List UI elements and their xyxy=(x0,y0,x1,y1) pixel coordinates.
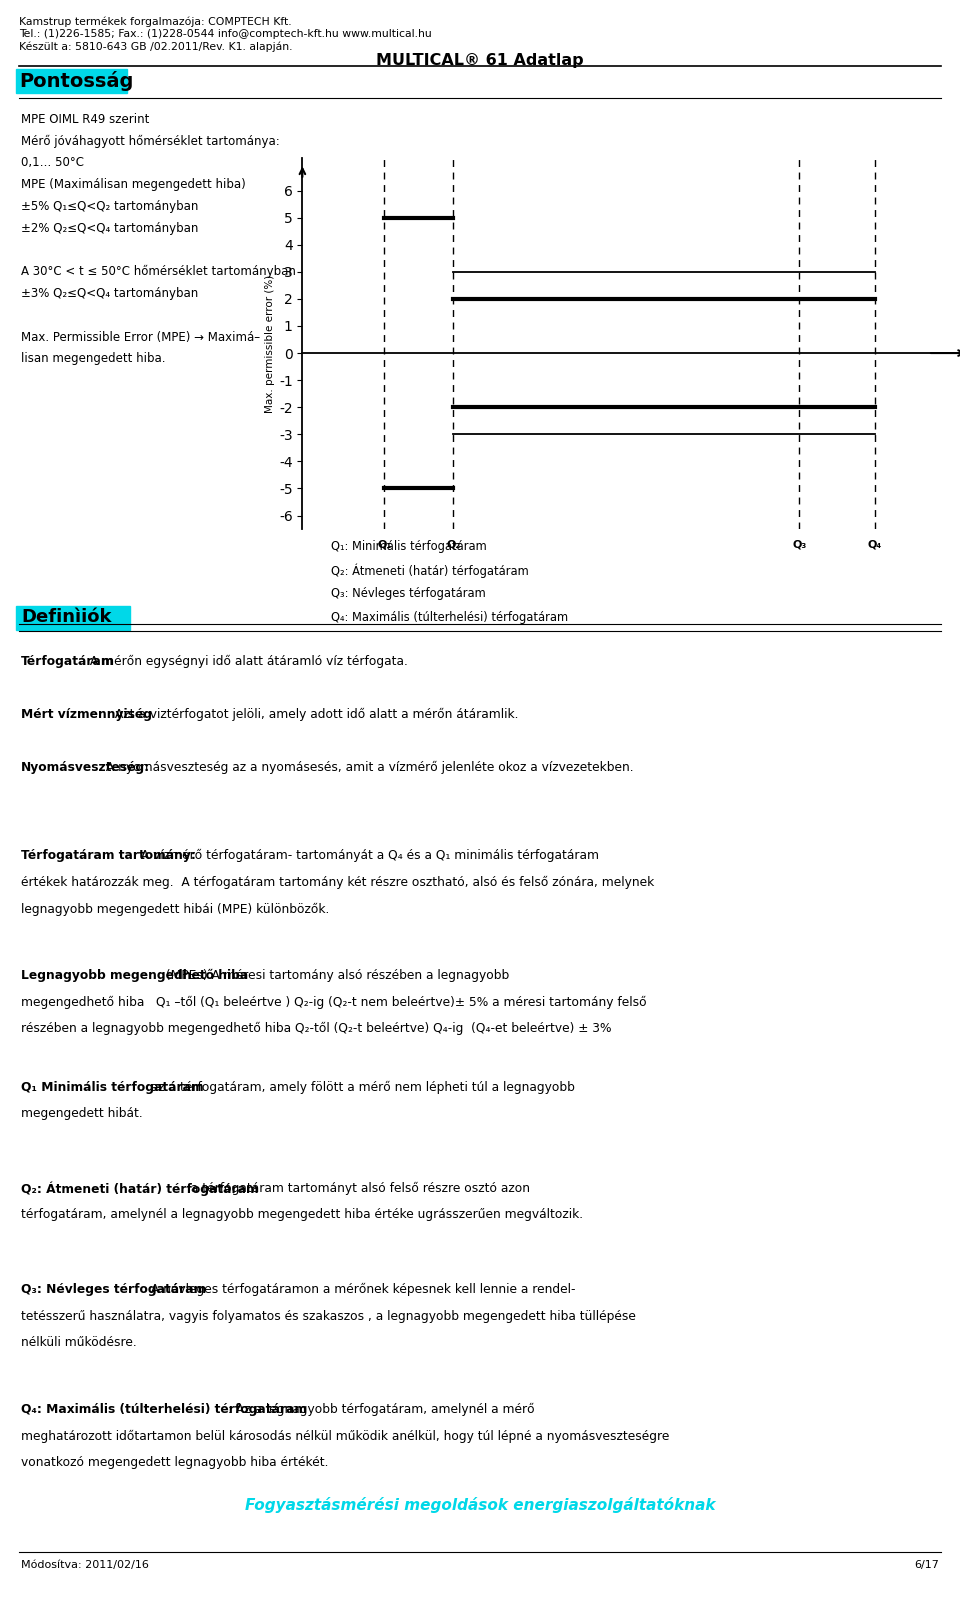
Text: (MPEs) A méresi tartomány alsó részében a legnagyobb: (MPEs) A méresi tartomány alsó részében … xyxy=(162,969,510,982)
Text: részében a legnagyobb megengedhető hiba Q₂-től (Q₂-t beleértve) Q₄-ig  (Q₄-et be: részében a legnagyobb megengedhető hiba … xyxy=(21,1023,612,1036)
Text: meghatározott időtartamon belül károsodás nélkül működik anélkül, hogy túl lépné: meghatározott időtartamon belül károsodá… xyxy=(21,1429,669,1442)
Text: : Az a legnagyobb térfogatáram, amelynél a mérő: : Az a legnagyobb térfogatáram, amelynél… xyxy=(228,1403,535,1416)
Text: Q₃: Névleges térfogatáram: Q₃: Névleges térfogatáram xyxy=(21,1282,206,1295)
Text: Pontosság: Pontosság xyxy=(19,71,133,90)
Text: Q₄: Maximális (túlterhelési) térfogatáram: Q₄: Maximális (túlterhelési) térfogatára… xyxy=(21,1403,307,1416)
Text: Fogyasztásmérési megoldások energiaszolgáltatóknak: Fogyasztásmérési megoldások energiaszolg… xyxy=(245,1497,715,1513)
Text: MULTICAL® 61 Adatlap: MULTICAL® 61 Adatlap xyxy=(376,53,584,68)
Text: tetésszerű használatra, vagyis folyamatos és szakaszos , a legnagyobb megengedet: tetésszerű használatra, vagyis folyamato… xyxy=(21,1310,636,1323)
Text: A vízmérő térfogatáram- tartományát a Q₄ és a Q₁ minimális térfogatáram: A vízmérő térfogatáram- tartományát a Q₄… xyxy=(137,848,599,863)
Text: Mért vízmennyiség: Mért vízmennyiség xyxy=(21,708,152,721)
Text: Módosítva: 2011/02/16: Módosítva: 2011/02/16 xyxy=(21,1560,149,1569)
Text: A nyomásveszteség az a nyomásesés, amit a vízmérő jelenléte okoz a vízvezetekben: A nyomásveszteség az a nyomásesés, amit … xyxy=(102,761,634,774)
Text: ±5% Q₁≤Q<Q₂ tartományban: ±5% Q₁≤Q<Q₂ tartományban xyxy=(21,200,199,213)
Y-axis label: Max. permissible error (%): Max. permissible error (%) xyxy=(265,274,275,413)
Text: legnagyobb megengedett hibái (MPE) különbözők.: legnagyobb megengedett hibái (MPE) külön… xyxy=(21,902,329,916)
Text: nélküli működésre.: nélküli működésre. xyxy=(21,1336,137,1348)
Text: Q₄: Q₄ xyxy=(868,540,881,550)
Text: Definìiók: Definìiók xyxy=(21,608,111,626)
Text: Készült a: 5810-643 GB /02.2011/Rev. K1. alapján.: Készült a: 5810-643 GB /02.2011/Rev. K1.… xyxy=(19,40,293,52)
Text: Tel.: (1)226-1585; Fax.: (1)228-0544 info@comptech-kft.hu www.multical.hu: Tel.: (1)226-1585; Fax.: (1)228-0544 inf… xyxy=(19,29,432,39)
Text: : Azt a viztérfogatot jelöli, amely adott idő alatt a mérőn átáramlik.: : Azt a viztérfogatot jelöli, amely adot… xyxy=(107,708,518,721)
Text: ±2% Q₂≤Q<Q₄ tartományban: ±2% Q₂≤Q<Q₄ tartományban xyxy=(21,221,199,235)
Text: A névleges térfogatáramon a mérőnek képesnek kell lennie a rendel-: A névleges térfogatáramon a mérőnek képe… xyxy=(147,1282,576,1297)
Text: Legnagyobb megengedhető hiba: Legnagyobb megengedhető hiba xyxy=(21,969,249,982)
Text: A 30°C < t ≤ 50°C hőmérséklet tartományban: A 30°C < t ≤ 50°C hőmérséklet tartományb… xyxy=(21,266,296,279)
Text: Térfogatáram tartomány:: Térfogatáram tartomány: xyxy=(21,848,196,863)
Text: lisan megengedett hiba.: lisan megengedett hiba. xyxy=(21,353,166,366)
Text: : A mérőn egységnyi idő alatt átáramló víz térfogata.: : A mérőn egységnyi idő alatt átáramló v… xyxy=(82,655,407,668)
Text: Q₂: Átmeneti (határ) térfogatáram: Q₂: Átmeneti (határ) térfogatáram xyxy=(331,563,529,577)
Text: Q₂: Átmeneti (határ) térfogatáram: Q₂: Átmeneti (határ) térfogatáram xyxy=(21,1182,259,1197)
Text: Mérő jóváhagyott hőmérséklet tartománya:: Mérő jóváhagyott hőmérséklet tartománya: xyxy=(21,134,280,148)
Text: Q₁ Minimális térfogatáram: Q₁ Minimális térfogatáram xyxy=(21,1081,204,1094)
Text: Q₁: Minimális térfogatáram: Q₁: Minimális térfogatáram xyxy=(331,540,487,553)
Text: megengedhető hiba   Q₁ –től (Q₁ beleértve ) Q₂-ig (Q₂-t nem beleértve)± 5% a mér: megengedhető hiba Q₁ –től (Q₁ beleértve … xyxy=(21,995,647,1008)
Text: Nyomásveszteség:: Nyomásveszteség: xyxy=(21,761,151,774)
Text: Q₃: Q₃ xyxy=(792,540,806,550)
Text: Max. Permissible Error (MPE) → Maximá–: Max. Permissible Error (MPE) → Maximá– xyxy=(21,331,260,344)
Text: megengedett hibát.: megengedett hibát. xyxy=(21,1108,143,1121)
Text: MPE OIML R49 szerint: MPE OIML R49 szerint xyxy=(21,113,150,126)
Text: Q₁: Q₁ xyxy=(377,540,392,550)
Text: 6/17: 6/17 xyxy=(914,1560,939,1569)
Text: vonatkozó megengedett legnagyobb hiba értékét.: vonatkozó megengedett legnagyobb hiba ér… xyxy=(21,1457,328,1469)
Text: térfogatáram, amelynél a legnagyobb megengedett hiba értéke ugrásszerűen megvált: térfogatáram, amelynél a legnagyobb mege… xyxy=(21,1208,584,1221)
Text: ±3% Q₂≤Q<Q₄ tartományban: ±3% Q₂≤Q<Q₄ tartományban xyxy=(21,287,199,300)
Text: Q₄: Maximális (túlterhelési) térfogatáram: Q₄: Maximális (túlterhelési) térfogatára… xyxy=(331,611,568,624)
Text: Térfogatáram: Térfogatáram xyxy=(21,655,114,668)
Text: Q₂: Q₂ xyxy=(446,540,461,550)
Text: értékek határozzák meg.  A térfogatáram tartomány két részre osztható, alsó és f: értékek határozzák meg. A térfogatáram t… xyxy=(21,876,655,889)
Text: MPE (Maximálisan megengedett hiba): MPE (Maximálisan megengedett hiba) xyxy=(21,179,246,192)
Text: az a térfogatáram, amely fölött a mérő nem lépheti túl a legnagyobb: az a térfogatáram, amely fölött a mérő n… xyxy=(147,1081,575,1094)
Text: 0,1… 50°C: 0,1… 50°C xyxy=(21,156,84,169)
Text: a térfogatáram tartományt alsó felső részre osztó azon: a térfogatáram tartományt alsó felső rés… xyxy=(187,1182,531,1195)
Text: Q₃: Névleges térfogatáram: Q₃: Névleges térfogatáram xyxy=(331,587,486,600)
Text: Kamstrup termékek forgalmazója: COMPTECH Kft.: Kamstrup termékek forgalmazója: COMPTECH… xyxy=(19,18,292,27)
